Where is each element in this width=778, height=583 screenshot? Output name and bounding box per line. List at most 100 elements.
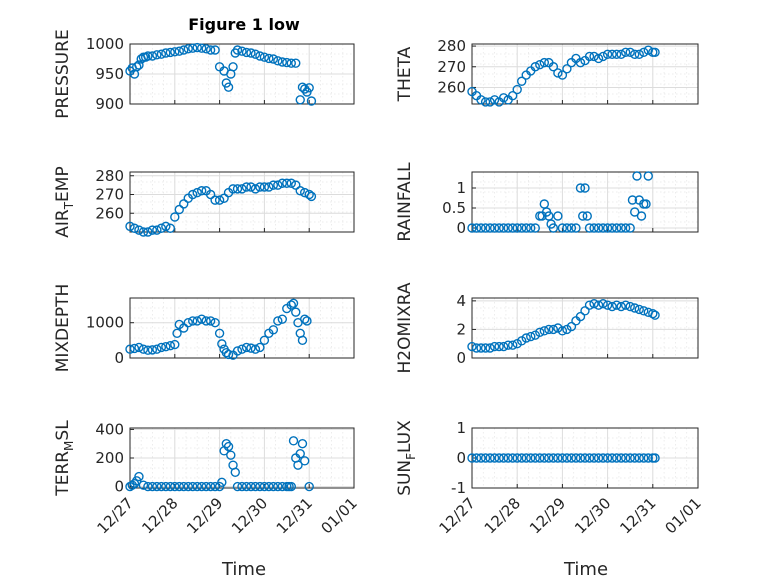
data-point bbox=[138, 344, 149, 354]
data-point bbox=[179, 199, 189, 209]
data-point bbox=[134, 60, 144, 70]
data-point bbox=[286, 481, 296, 492]
data-point bbox=[589, 299, 599, 309]
subplot-mixdepth: 0 1000 MIXDEPTH bbox=[53, 284, 355, 372]
data-point bbox=[143, 51, 153, 61]
data-point bbox=[277, 178, 288, 188]
data-point bbox=[557, 453, 568, 463]
data-point bbox=[650, 310, 660, 320]
data-point bbox=[616, 49, 626, 60]
subplot-h2omixra: 0 2 4 H2OMIXRA bbox=[395, 282, 699, 374]
data-point bbox=[589, 51, 599, 62]
x-axis-label-right: Time bbox=[563, 559, 608, 580]
data-point bbox=[602, 49, 613, 60]
data-point bbox=[480, 343, 491, 353]
y-label-part: EMP bbox=[53, 166, 73, 202]
data-point bbox=[489, 95, 500, 105]
data-point bbox=[498, 341, 509, 352]
data-point bbox=[156, 223, 167, 233]
data-point bbox=[476, 95, 486, 105]
data-point bbox=[201, 316, 211, 326]
data-point bbox=[602, 223, 613, 233]
data-point bbox=[223, 82, 234, 92]
data-point bbox=[134, 225, 144, 235]
data-point bbox=[557, 70, 568, 80]
x-tick-label: 12/31 bbox=[273, 494, 316, 537]
data-point bbox=[210, 318, 220, 328]
data-point bbox=[246, 48, 256, 58]
y-label-subscript: F bbox=[404, 453, 418, 460]
data-point bbox=[196, 481, 207, 492]
data-point bbox=[246, 481, 256, 492]
data-point bbox=[489, 223, 500, 233]
x-tick-label: 12/29 bbox=[526, 494, 569, 537]
data-point bbox=[210, 481, 220, 492]
data-point bbox=[277, 314, 288, 324]
data-point bbox=[286, 178, 296, 188]
data-point bbox=[641, 199, 651, 209]
data-point bbox=[147, 481, 158, 492]
data-point bbox=[246, 343, 256, 353]
data-point bbox=[161, 342, 171, 352]
data-point bbox=[230, 467, 240, 477]
data-point bbox=[616, 223, 626, 233]
data-point bbox=[557, 326, 568, 336]
data-point bbox=[205, 481, 216, 492]
data-point bbox=[467, 341, 477, 352]
data-point bbox=[643, 453, 653, 463]
data-point bbox=[288, 298, 299, 308]
data-point bbox=[210, 45, 220, 55]
data-point bbox=[480, 453, 491, 463]
data-point bbox=[125, 221, 135, 232]
data-point bbox=[237, 344, 247, 354]
data-point bbox=[580, 453, 590, 463]
y-axis-label: AIRTEMP bbox=[53, 166, 76, 237]
y-tick-label: 200 bbox=[95, 449, 124, 467]
data-point bbox=[485, 223, 495, 233]
data-point bbox=[607, 301, 617, 312]
data-point bbox=[611, 300, 622, 310]
data-point bbox=[548, 453, 559, 463]
data-point bbox=[165, 481, 176, 492]
data-point bbox=[566, 453, 577, 463]
data-point bbox=[593, 223, 604, 233]
data-point bbox=[295, 449, 305, 459]
data-point bbox=[306, 191, 317, 202]
data-point bbox=[228, 62, 238, 72]
data-point bbox=[264, 481, 274, 492]
data-point bbox=[593, 453, 604, 463]
data-point bbox=[174, 481, 184, 492]
data-point bbox=[241, 481, 252, 492]
data-point bbox=[219, 193, 229, 203]
x-tick-label: 01/01 bbox=[318, 494, 361, 537]
data-point bbox=[627, 195, 638, 205]
data-point bbox=[174, 46, 184, 56]
data-point bbox=[476, 453, 486, 463]
data-point bbox=[471, 453, 482, 463]
data-point bbox=[282, 57, 292, 68]
data-point bbox=[625, 47, 635, 57]
data-point bbox=[196, 186, 207, 196]
axes-box bbox=[129, 171, 355, 233]
data-point bbox=[480, 223, 491, 233]
data-point bbox=[214, 195, 225, 205]
data-point bbox=[535, 327, 545, 337]
data-point bbox=[539, 326, 550, 336]
data-point bbox=[548, 324, 559, 335]
y-label-part: SL bbox=[53, 420, 73, 441]
data-point bbox=[566, 321, 577, 332]
data-point bbox=[170, 47, 180, 57]
data-point bbox=[297, 439, 308, 449]
data-point bbox=[304, 189, 314, 200]
y-tick-label: 0 bbox=[456, 219, 466, 237]
data-point bbox=[188, 481, 198, 492]
data-point bbox=[172, 328, 182, 338]
x-tick-label: 12/29 bbox=[183, 494, 226, 537]
data-point bbox=[259, 481, 270, 492]
data-point bbox=[498, 223, 509, 233]
data-point bbox=[575, 183, 586, 193]
x-tick-label: 12/28 bbox=[481, 494, 524, 537]
data-point bbox=[232, 184, 243, 194]
data-point bbox=[183, 481, 193, 492]
